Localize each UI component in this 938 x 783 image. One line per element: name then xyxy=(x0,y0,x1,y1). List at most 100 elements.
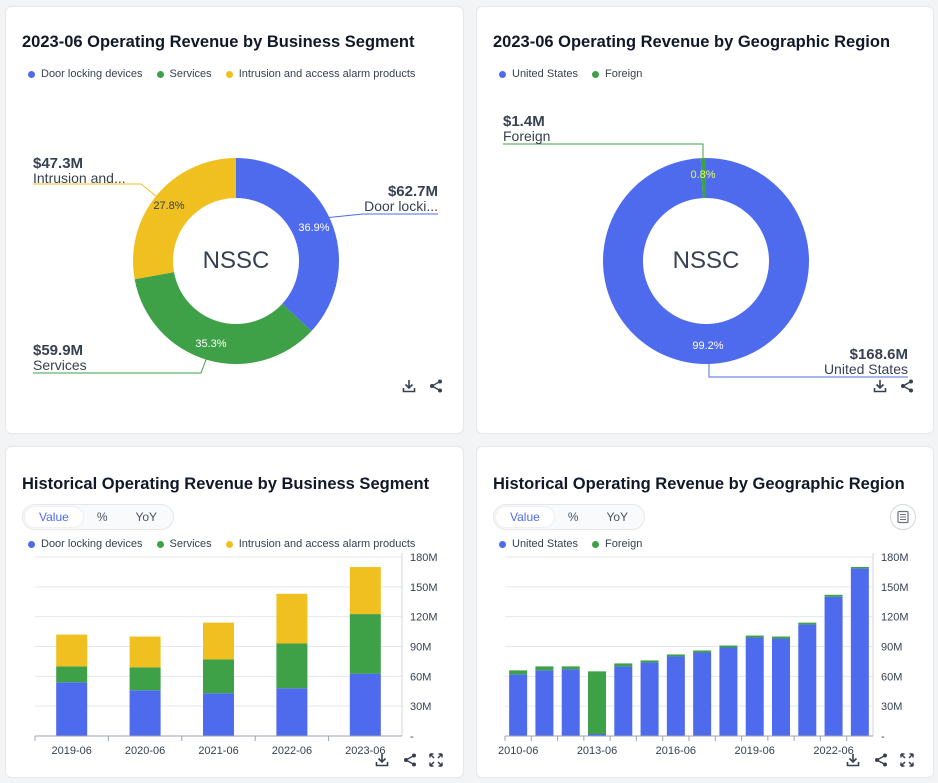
bar-foreign-2016-06[interactable] xyxy=(666,654,685,657)
bar-united-states-2023-06[interactable] xyxy=(850,568,869,736)
legend-label: Services xyxy=(169,68,212,80)
legend-item-foreign[interactable]: Foreign xyxy=(592,68,642,80)
callout-line-door xyxy=(323,213,438,219)
bar-united-states-2013-06[interactable] xyxy=(588,734,606,736)
y-tick-label: 150M xyxy=(410,582,438,594)
toggle-yoy[interactable]: YoY xyxy=(606,510,629,524)
card-title: 2023-06 Operating Revenue by Geographic … xyxy=(493,33,891,51)
bar-united-states-2018-06[interactable] xyxy=(719,647,738,736)
share-icon[interactable] xyxy=(402,752,418,768)
bar-united-states-2015-06[interactable] xyxy=(640,662,659,736)
toggle-value[interactable]: Value xyxy=(496,507,554,527)
donut-slice-united-states[interactable] xyxy=(603,158,810,365)
bar-foreign-2019-06[interactable] xyxy=(745,635,764,638)
bar-foreign-2013-06[interactable] xyxy=(588,671,606,735)
x-tick-label: 2022-06 xyxy=(272,745,312,757)
callout-value-intrusion: $47.3M xyxy=(33,155,83,172)
legend-item-door[interactable]: Door locking devices xyxy=(28,68,143,80)
bar-united-states-2010-06[interactable] xyxy=(509,674,528,736)
bar-united-states-2020-06[interactable] xyxy=(772,638,790,736)
bar-united-states-2019-06[interactable] xyxy=(745,637,764,736)
bar-intrusion-and-access-alarm-products-2023-06[interactable] xyxy=(349,567,381,615)
slice-percent-intrusion: 27.8% xyxy=(153,200,184,212)
legend-item-services[interactable]: Services xyxy=(156,68,212,80)
slice-percent-services: 35.3% xyxy=(195,338,226,350)
donut-slice-intrusion-and-access-alarm-products[interactable] xyxy=(133,158,236,280)
donut-slice-door-locking-devices[interactable] xyxy=(236,158,340,332)
expand-icon[interactable] xyxy=(428,752,444,768)
donut-slice-services[interactable] xyxy=(134,272,312,364)
bar-door-locking-devices-2019-06[interactable] xyxy=(56,682,88,736)
bar-united-states-2017-06[interactable] xyxy=(693,652,712,736)
bar-foreign-2020-06[interactable] xyxy=(772,636,790,639)
share-icon[interactable] xyxy=(428,378,444,394)
bar-foreign-2012-06[interactable] xyxy=(561,666,580,670)
bar-services-2020-06[interactable] xyxy=(129,667,161,691)
legend-swatch xyxy=(156,540,164,548)
bar-united-states-2022-06[interactable] xyxy=(824,596,843,736)
toggle-yoy[interactable]: YoY xyxy=(135,510,158,524)
y-tick-label: 30M xyxy=(410,701,431,713)
x-tick-label: 2021-06 xyxy=(198,745,238,757)
expand-icon[interactable] xyxy=(899,752,915,768)
share-icon[interactable] xyxy=(899,378,915,394)
bar-door-locking-devices-2020-06[interactable] xyxy=(129,690,161,736)
legend-item-intrusion[interactable]: Intrusion and access alarm products xyxy=(225,538,416,550)
bar-foreign-2023-06[interactable] xyxy=(850,566,869,569)
toggle-percent[interactable]: % xyxy=(567,510,579,524)
x-tick-label: 2023-06 xyxy=(345,745,385,757)
bar-foreign-2011-06[interactable] xyxy=(535,666,554,671)
download-icon[interactable] xyxy=(845,752,861,768)
bar-united-states-2012-06[interactable] xyxy=(561,669,580,736)
legend-item-door[interactable]: Door locking devices xyxy=(28,538,143,550)
bar-door-locking-devices-2022-06[interactable] xyxy=(276,688,308,736)
donut-slice-foreign[interactable] xyxy=(700,158,706,199)
legend-item-foreign[interactable]: Foreign xyxy=(592,538,642,550)
share-icon[interactable] xyxy=(873,752,889,768)
legend-item-services[interactable]: Services xyxy=(156,538,212,550)
bar-services-2019-06[interactable] xyxy=(56,666,88,683)
toggle-value[interactable]: Value xyxy=(25,507,83,527)
bar-door-locking-devices-2021-06[interactable] xyxy=(203,693,234,736)
card-title: 2023-06 Operating Revenue by Business Se… xyxy=(22,33,415,51)
legend-item-united-states[interactable]: United States xyxy=(499,68,578,80)
bar-united-states-2014-06[interactable] xyxy=(614,666,633,736)
callout-line-foreign xyxy=(503,143,704,160)
download-icon[interactable] xyxy=(872,378,888,394)
bar-intrusion-and-access-alarm-products-2019-06[interactable] xyxy=(56,634,88,667)
chart-legend: United States Foreign xyxy=(499,68,656,80)
bar-foreign-2010-06[interactable] xyxy=(509,670,528,675)
legend-label: Intrusion and access alarm products xyxy=(238,538,416,550)
bar-door-locking-devices-2023-06[interactable] xyxy=(349,673,381,736)
y-tick-label: - xyxy=(881,731,885,743)
legend-item-intrusion[interactable]: Intrusion and access alarm products xyxy=(225,68,415,80)
bar-united-states-2011-06[interactable] xyxy=(535,670,554,736)
legend-swatch xyxy=(499,540,506,548)
toggle-percent[interactable]: % xyxy=(96,510,108,524)
bar-united-states-2021-06[interactable] xyxy=(798,624,817,736)
bar-services-2021-06[interactable] xyxy=(203,659,234,694)
chart-legend: United States Foreign xyxy=(499,538,656,550)
bar-intrusion-and-access-alarm-products-2021-06[interactable] xyxy=(203,622,234,660)
bar-foreign-2018-06[interactable] xyxy=(719,645,738,648)
bar-foreign-2022-06[interactable] xyxy=(824,594,843,597)
table-view-button[interactable] xyxy=(890,504,916,530)
legend-swatch xyxy=(225,540,233,548)
download-icon[interactable] xyxy=(374,752,390,768)
bar-foreign-2014-06[interactable] xyxy=(614,663,633,667)
chart-legend: Door locking devices Services Intrusion … xyxy=(28,68,429,80)
bar-united-states-2016-06[interactable] xyxy=(666,656,685,736)
bar-intrusion-and-access-alarm-products-2020-06[interactable] xyxy=(129,636,161,668)
bar-services-2022-06[interactable] xyxy=(276,643,308,689)
bar-foreign-2021-06[interactable] xyxy=(798,622,817,625)
legend-swatch xyxy=(156,70,164,78)
legend-item-united-states[interactable]: United States xyxy=(499,538,578,550)
bar-intrusion-and-access-alarm-products-2022-06[interactable] xyxy=(276,593,308,644)
bar-foreign-2015-06[interactable] xyxy=(640,660,659,663)
x-tick-label: 2020-06 xyxy=(125,745,165,757)
x-tick-label: 2010-06 xyxy=(498,745,538,757)
bar-foreign-2017-06[interactable] xyxy=(693,650,712,653)
bar-services-2023-06[interactable] xyxy=(349,614,381,674)
card-title: Historical Operating Revenue by Business… xyxy=(22,475,430,493)
download-icon[interactable] xyxy=(401,378,417,394)
